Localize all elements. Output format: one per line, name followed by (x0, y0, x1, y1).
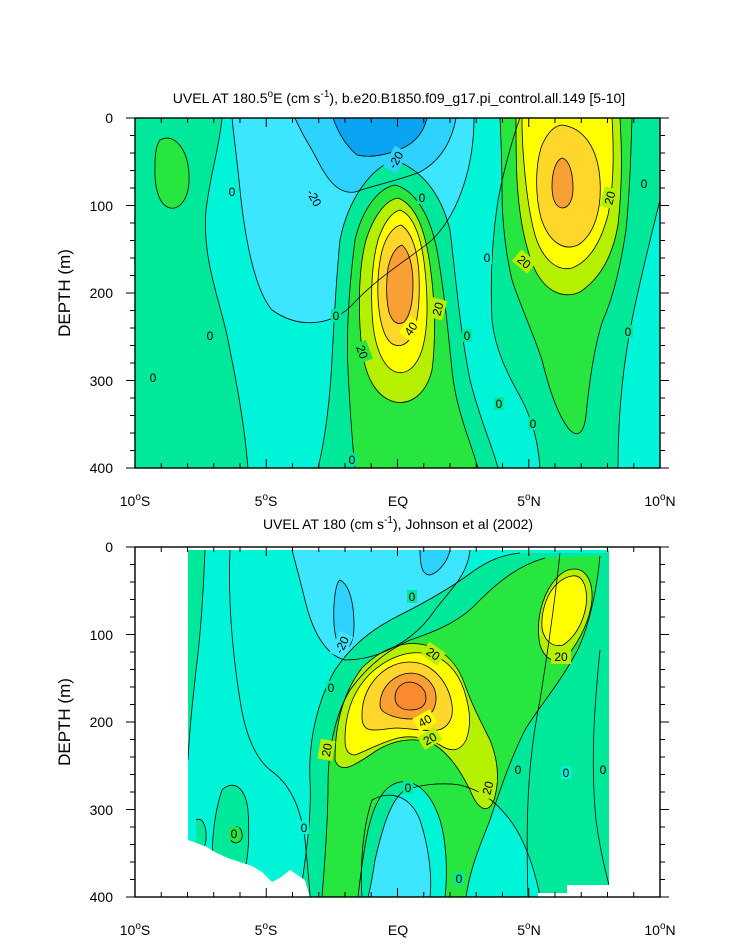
bottom-x-tick-label: 5oN (517, 921, 540, 938)
bottom-clabel: 0 (328, 681, 335, 695)
top-y-tick-labels: 0 100 200 300 400 (90, 110, 114, 476)
top-x-tick-labels: 10oS 5oS EQ 5oN 10oN (120, 492, 676, 509)
bottom-x-tick-label: EQ (388, 922, 408, 938)
bottom-x-tick-label: 10oS (120, 921, 150, 938)
top-clabel: 0 (496, 397, 503, 411)
top-clabel: 0 (207, 329, 214, 343)
bottom-fill-pos60 (395, 682, 426, 710)
top-clabel: 20 (353, 343, 371, 361)
bottom-x-tick-label: 5oS (255, 921, 278, 938)
bottom-y-tick-label: 300 (90, 802, 114, 818)
top-clabel: 0 (333, 309, 340, 323)
bottom-fill-neg20 (333, 580, 354, 649)
top-fill-pos10-left (154, 138, 190, 209)
bottom-contour-labels: -20 20 20 40 20 20 20 0 0 0 0 0 0 0 0 0 (229, 590, 608, 886)
bottom-axis-ticks (126, 546, 669, 898)
top-y-tick-label: 400 (90, 460, 114, 476)
bottom-clabel: 0 (231, 827, 238, 841)
top-y-axis-label: DEPTH (m) (55, 249, 74, 337)
bottom-clabel: -20 (332, 634, 352, 656)
top-x-tick-label: EQ (388, 493, 408, 509)
top-y-tick-label: 0 (105, 110, 113, 126)
top-fill-neg30 (333, 118, 427, 157)
top-clabel: 0 (419, 191, 426, 205)
bottom-clabel: 20 (421, 729, 440, 748)
top-clabel: 20 (602, 189, 619, 206)
bottom-x-tick-labels: 10oS 5oS EQ 5oN 10oN (120, 921, 676, 938)
top-x-tick-label: 10oN (644, 492, 675, 509)
bottom-clabel: 0 (456, 872, 463, 886)
bottom-y-tick-label: 100 (90, 627, 114, 643)
bottom-clabel: 0 (515, 763, 522, 777)
top-y-tick-label: 100 (90, 198, 114, 214)
bottom-fill-neg10b (188, 550, 205, 760)
bottom-y-tick-label: 400 (90, 889, 114, 905)
bottom-clabel: 0 (301, 821, 308, 835)
top-x-tick-label: 10oS (120, 492, 150, 509)
top-axis-ticks (126, 117, 669, 469)
top-clabel: 0 (530, 417, 537, 431)
bottom-contour-field: -20 20 20 40 20 20 20 0 0 0 0 0 0 0 0 0 (188, 550, 609, 897)
bottom-y-tick-label: 0 (105, 539, 113, 555)
top-fill-pos50-necc (552, 158, 573, 208)
top-x-tick-label: 5oN (517, 492, 540, 509)
bottom-fill-neg20b (420, 550, 450, 575)
bottom-clabel: 0 (409, 590, 416, 604)
bottom-y-tick-labels: 0 100 200 300 400 (90, 539, 114, 905)
bottom-clabel: 20 (554, 650, 568, 664)
bottom-x-tick-label: 10oN (644, 921, 675, 938)
top-fill-pos50-euc (386, 245, 413, 324)
top-y-tick-label: 200 (90, 285, 114, 301)
top-clabel: 0 (484, 251, 491, 265)
bottom-y-tick-label: 200 (90, 714, 114, 730)
top-contour-labels: -20 -20 20 20 40 20 0 0 0 0 0 0 0 0 0 0 … (148, 145, 649, 467)
bottom-clabel: 40 (416, 711, 435, 730)
bottom-y-axis-label: DEPTH (m) (55, 678, 74, 766)
bottom-panel-title: UVEL AT 180 (cm s-1), Johnson et al (200… (263, 515, 533, 532)
top-clabel: 0 (625, 325, 632, 339)
top-clabel: 20 (430, 300, 447, 317)
bottom-clabel: 20 (319, 742, 335, 758)
top-panel-title: UVEL AT 180.5oE (cm s-1), b.e20.B1850.f0… (173, 89, 625, 106)
top-clabel: 0 (641, 177, 648, 191)
top-y-tick-label: 300 (90, 373, 114, 389)
top-x-tick-label: 5oS (255, 492, 278, 509)
bottom-clabel: 0 (600, 763, 607, 777)
bottom-clabel: 0 (405, 781, 412, 795)
top-clabel: 0 (150, 371, 157, 385)
bottom-clabel: 0 (563, 766, 570, 780)
top-contour-field: -20 -20 20 20 40 20 0 0 0 0 0 0 0 0 0 0 … (135, 118, 660, 468)
bottom-fill-pos30-n (541, 575, 587, 646)
top-clabel: 0 (464, 329, 471, 343)
bottom-fill-pos0-ssw (196, 819, 207, 851)
top-clabel: 0 (229, 185, 236, 199)
top-clabel: 0 (349, 453, 356, 467)
bottom-clabel: 20 (480, 779, 497, 796)
top-fill-pos0-left (135, 118, 248, 468)
